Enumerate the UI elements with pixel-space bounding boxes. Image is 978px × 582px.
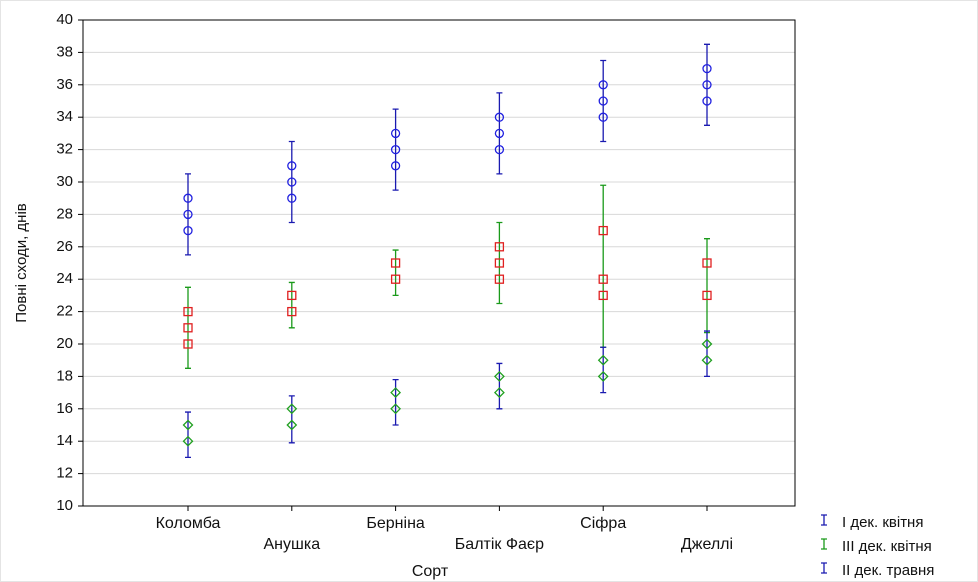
point [597,370,609,382]
point [598,225,608,236]
point [390,161,401,171]
error-bar [392,249,399,297]
point [598,80,608,90]
point [390,144,401,155]
y-tick-label: 38 [56,43,73,60]
error-bar [600,59,607,143]
point [493,387,505,399]
point [182,419,194,431]
y-tick-label: 32 [56,141,73,158]
y-tick-label: 18 [56,367,73,384]
point [390,128,401,139]
y-tick-label: 40 [56,11,73,28]
y-tick-label: 22 [56,303,73,320]
point [701,354,713,366]
legend-label: III дек. квітня [842,538,932,555]
error-bar [496,92,503,175]
y-axis-title: Повні сходи, днів [13,203,30,323]
x-tick-label: Берніна [366,515,425,532]
point [183,306,193,317]
point [494,258,505,268]
x-tick-label: Джеллі [681,536,733,553]
point [183,193,193,203]
point [494,242,505,252]
error-bar [288,281,295,329]
y-tick-label: 30 [56,173,73,190]
point [702,63,712,74]
point [597,354,609,366]
legend-symbol [821,538,827,550]
point [286,419,298,431]
y-tick-label: 24 [56,270,73,287]
y-tick-label: 16 [56,400,73,417]
legend-label: II дек. травня [842,562,934,579]
error-bar [392,108,399,191]
point [598,274,608,284]
error-bar [185,173,191,256]
point [493,370,505,382]
point [390,258,401,268]
y-tick-label: 12 [56,465,73,482]
point [702,290,712,301]
point [183,225,193,236]
x-tick-label: Балтік Фаєр [455,536,544,553]
y-tick-label: 26 [56,238,73,255]
y-tick-label: 10 [56,497,73,514]
point [701,338,713,350]
legend-label: I дек. квітня [842,514,923,531]
y-tick-label: 36 [56,76,73,93]
point [390,403,402,415]
point [702,258,712,268]
point [494,144,505,155]
point [286,403,298,415]
point [287,193,297,203]
point [598,112,608,122]
point [494,274,505,284]
plot-frame [82,19,796,507]
point [183,339,193,349]
error-bar [704,43,710,126]
point [183,209,193,220]
error-bar [496,221,503,305]
x-tick-label: Коломба [156,515,221,532]
point [287,161,297,171]
y-tick-label: 28 [56,205,73,222]
point [182,435,194,447]
point [183,323,193,333]
point [390,274,401,284]
error-bar [288,140,295,224]
point [494,112,505,122]
point [390,387,402,399]
y-tick-label: 14 [56,432,73,449]
legend-symbol [821,562,827,574]
y-tick-label: 34 [56,108,73,125]
legend-symbol [821,514,827,526]
point [287,290,297,301]
y-tick-label: 20 [56,335,73,352]
point [494,128,505,139]
point [287,306,297,317]
x-axis-title: Сорт [412,563,449,580]
point [702,80,712,90]
point [702,96,712,106]
error-bar [185,286,191,369]
point [287,177,297,187]
x-tick-label: Анушка [264,536,321,553]
x-tick-label: Сіфра [580,515,626,532]
point [598,96,608,106]
point [598,290,608,301]
